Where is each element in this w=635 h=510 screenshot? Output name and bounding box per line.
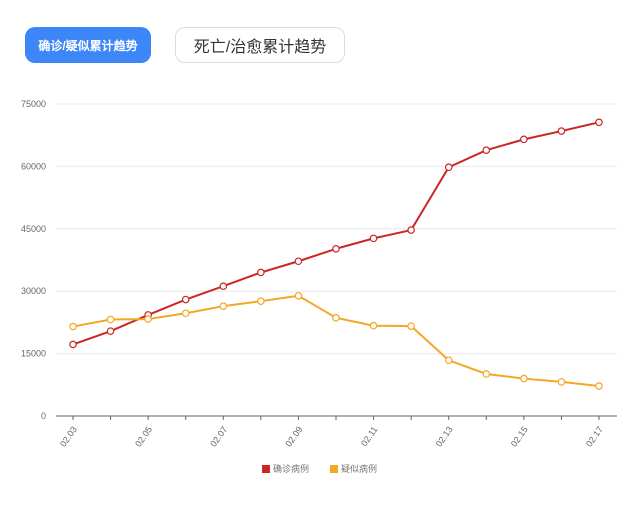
data-point	[144, 315, 152, 323]
y-tick-label: 0	[41, 411, 46, 421]
axes: 0 15000 30000 45000 60000 75000 02.03 02.05 02.0…	[21, 99, 617, 449]
grid-lines	[56, 103, 617, 355]
y-tick-label: 30000	[21, 286, 46, 296]
y-tick-label: 15000	[21, 349, 46, 359]
data-point	[369, 234, 378, 243]
data-point	[257, 297, 265, 305]
data-point	[557, 378, 566, 386]
x-tick-label: 02.15	[509, 425, 530, 449]
data-point	[520, 374, 528, 383]
data-point	[181, 295, 190, 304]
tab-death-recovered-trend[interactable]: 死亡/治愈累计趋势	[175, 27, 345, 63]
x-tick-label: 02.07	[208, 425, 229, 449]
x-tick-label: 02.11	[359, 425, 380, 449]
data-point	[332, 244, 340, 253]
series-line-1	[72, 294, 600, 388]
legend: 确诊病例 疑似病例	[262, 463, 377, 474]
data-point	[69, 340, 77, 349]
x-tick-label: 02.05	[133, 425, 154, 449]
x-tick-label: 02.13	[434, 425, 455, 449]
data-point	[482, 146, 491, 154]
data-point	[369, 321, 378, 330]
data-point	[595, 118, 603, 127]
y-tick-label: 75000	[21, 99, 46, 109]
data-point	[557, 127, 566, 135]
data-point	[444, 356, 453, 365]
x-tick-label: 02.17	[584, 425, 605, 449]
data-point	[520, 135, 528, 144]
data-point	[407, 322, 415, 330]
series-line-0	[72, 121, 600, 346]
data-point	[257, 268, 265, 277]
data-point	[106, 327, 115, 335]
data-point	[106, 315, 115, 324]
data-point	[294, 257, 303, 266]
data-point	[595, 382, 603, 390]
legend-label: 疑似病例	[341, 463, 377, 474]
data-point	[332, 314, 340, 322]
data-point	[219, 302, 228, 310]
data-point	[444, 163, 453, 172]
legend-label: 确诊病例	[273, 463, 309, 474]
data-point	[407, 226, 415, 234]
series	[69, 118, 603, 390]
data-point	[219, 282, 228, 291]
tab-bar: 确诊/疑似累计趋势 死亡/治愈累计趋势	[25, 27, 345, 63]
data-point	[69, 322, 77, 331]
data-point	[181, 309, 190, 318]
tab-confirmed-suspected-trend[interactable]: 确诊/疑似累计趋势	[25, 27, 151, 63]
x-tick-label: 02.09	[283, 425, 304, 449]
data-point	[482, 370, 491, 378]
legend-swatch	[330, 465, 338, 473]
y-tick-label: 60000	[21, 161, 46, 171]
data-point	[294, 291, 303, 300]
y-tick-label: 45000	[21, 224, 46, 234]
legend-swatch	[262, 465, 270, 473]
x-tick-label: 02.03	[58, 425, 79, 449]
